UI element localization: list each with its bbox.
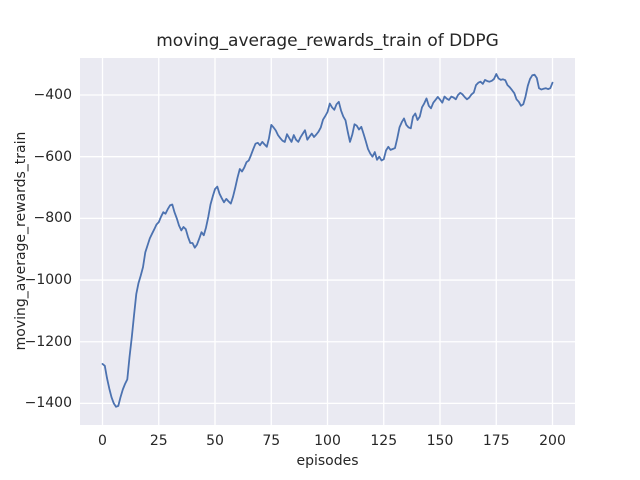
x-tick-label: 200 (539, 433, 566, 449)
y-tick-label: −1000 (24, 272, 72, 289)
data-line (101, 73, 554, 408)
y-tick-label: −800 (33, 210, 72, 227)
y-tick-label: −400 (33, 87, 72, 103)
chart-title: moving_average_rewards_train of DDPG (156, 31, 499, 51)
y-tick-label: −600 (33, 148, 72, 165)
x-tick-label: 50 (206, 433, 224, 449)
y-axis-label: moving_average_rewards_train (13, 131, 29, 351)
x-tick-label: 175 (482, 433, 510, 449)
x-tick-label: 150 (426, 433, 454, 449)
x-tick-label: 0 (98, 433, 107, 449)
plot-area (80, 58, 575, 425)
y-tick-label: −1200 (24, 333, 72, 350)
x-axis-label: episodes (296, 453, 359, 469)
x-tick-label: 25 (149, 433, 168, 449)
x-tick-label: 100 (314, 433, 341, 449)
x-tick-label: 125 (370, 433, 398, 449)
x-tick-label: 75 (262, 433, 281, 449)
line-plot-svg (80, 58, 575, 425)
y-tick-label: −1400 (24, 395, 72, 412)
